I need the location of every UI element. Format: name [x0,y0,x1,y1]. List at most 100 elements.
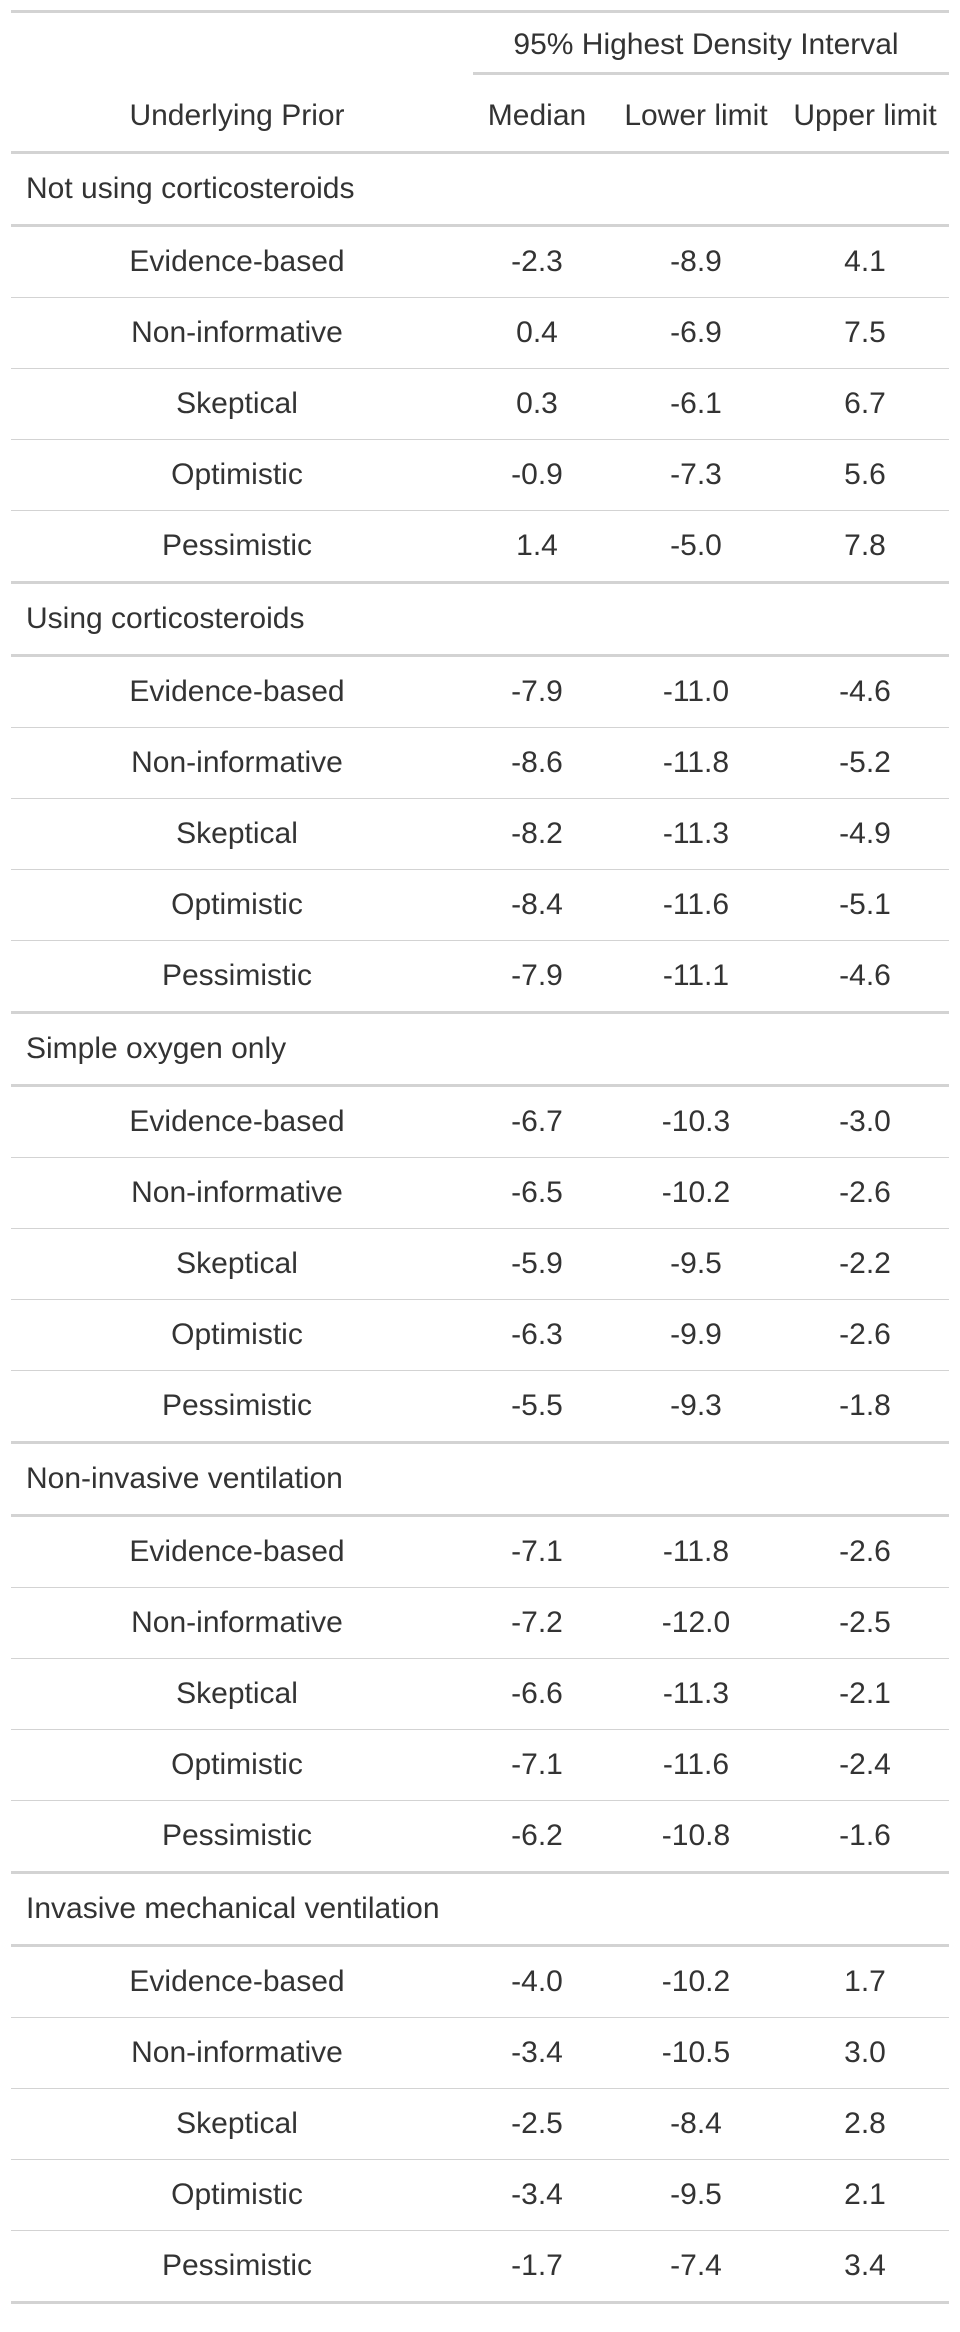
cell-median: -2.5 [463,2088,611,2160]
cell-prior: Non-informative [11,297,463,369]
cell-median: -3.4 [463,2159,611,2231]
cell-median: -4.0 [463,1945,611,2018]
cell-lower-limit: -10.3 [611,1085,781,1158]
cell-upper-limit: -1.8 [781,1370,950,1444]
cell-lower-limit: -10.5 [611,2017,781,2089]
cell-upper-limit: -4.6 [781,940,950,1014]
table-row: Evidence-based -4.0 -10.2 1.7 [11,1945,950,2018]
cell-median: -6.3 [463,1299,611,1371]
table-row: Pessimistic -6.2 -10.8 -1.6 [11,1800,950,1874]
hdi-spanner-label: 95% Highest Density Interval [513,28,899,61]
cell-upper-limit: 2.1 [781,2159,950,2231]
cell-prior: Optimistic [11,2159,463,2231]
cell-prior: Evidence-based [11,1085,463,1158]
cell-upper-limit: 6.7 [781,368,950,440]
cell-lower-limit: -11.8 [611,727,781,799]
cell-lower-limit: -10.2 [611,1945,781,2018]
cell-prior: Skeptical [11,1228,463,1300]
table-row: Pessimistic -5.5 -9.3 -1.8 [11,1370,950,1444]
table-row: Skeptical -6.6 -11.3 -2.1 [11,1658,950,1730]
cell-lower-limit: -10.8 [611,1800,781,1874]
cell-lower-limit: -11.0 [611,655,781,728]
cell-upper-limit: -2.1 [781,1658,950,1730]
cell-upper-limit: -2.5 [781,1587,950,1659]
table-row: Pessimistic -1.7 -7.4 3.4 [11,2230,950,2304]
cell-median: -8.4 [463,869,611,941]
group-row: Not using corticosteroids [11,152,950,227]
group-row: Invasive mechanical ventilation [11,1872,950,1947]
cell-prior: Pessimistic [11,940,463,1014]
spanner-empty-cell [11,10,463,75]
cell-prior: Evidence-based [11,225,463,298]
cell-upper-limit: 1.7 [781,1945,950,2018]
group-row: Using corticosteroids [11,582,950,657]
cell-prior: Optimistic [11,439,463,511]
table-row: Skeptical -8.2 -11.3 -4.9 [11,798,950,870]
cell-upper-limit: -2.2 [781,1228,950,1300]
cell-median: 0.3 [463,368,611,440]
cell-upper-limit: -2.4 [781,1729,950,1801]
cell-median: -7.2 [463,1587,611,1659]
column-labels-row: Underlying Prior Median Lower limit Uppe… [11,75,950,153]
table-row: Evidence-based -7.9 -11.0 -4.6 [11,655,950,728]
table-row: Evidence-based -7.1 -11.8 -2.6 [11,1515,950,1588]
table-body: Not using corticosteroids Evidence-based -… [11,152,950,2304]
cell-upper-limit: -1.6 [781,1800,950,1874]
table-row: Skeptical -2.5 -8.4 2.8 [11,2088,950,2160]
cell-upper-limit: -2.6 [781,1299,950,1371]
cell-upper-limit: -5.2 [781,727,950,799]
cell-upper-limit: -2.6 [781,1157,950,1229]
cell-upper-limit: 7.8 [781,510,950,584]
cell-lower-limit: -11.8 [611,1515,781,1588]
cell-lower-limit: -11.3 [611,798,781,870]
column-header-lower-limit: Lower limit [624,99,768,132]
cell-upper-limit: -4.6 [781,655,950,728]
hdi-spanner: 95% Highest Density Interval [463,10,950,75]
group-title: Simple oxygen only [11,1012,950,1087]
cell-median: -1.7 [463,2230,611,2304]
cell-prior: Non-informative [11,1157,463,1229]
cell-prior: Pessimistic [11,510,463,584]
group-title: Invasive mechanical ventilation [11,1872,950,1947]
results-table: 95% Highest Density Interval Underlying … [11,10,950,2304]
cell-lower-limit: -6.9 [611,297,781,369]
cell-lower-limit: -9.9 [611,1299,781,1371]
cell-median: -6.2 [463,1800,611,1874]
table-row: Optimistic -8.4 -11.6 -5.1 [11,869,950,941]
group-title: Not using corticosteroids [11,152,950,227]
cell-prior: Non-informative [11,1587,463,1659]
cell-lower-limit: -9.3 [611,1370,781,1444]
cell-prior: Optimistic [11,1729,463,1801]
cell-lower-limit: -7.3 [611,439,781,511]
cell-median: -8.2 [463,798,611,870]
cell-lower-limit: -11.6 [611,1729,781,1801]
column-header-median: Median [487,99,587,132]
cell-median: -7.9 [463,655,611,728]
cell-upper-limit: 4.1 [781,225,950,298]
column-header-prior: Underlying Prior [129,99,345,132]
cell-upper-limit: -2.6 [781,1515,950,1588]
cell-prior: Pessimistic [11,2230,463,2304]
cell-median: 1.4 [463,510,611,584]
cell-upper-limit: 5.6 [781,439,950,511]
cell-upper-limit: -4.9 [781,798,950,870]
table-row: Skeptical -5.9 -9.5 -2.2 [11,1228,950,1300]
cell-upper-limit: 3.0 [781,2017,950,2089]
cell-lower-limit: -9.5 [611,1228,781,1300]
cell-prior: Evidence-based [11,1515,463,1588]
cell-lower-limit: -11.3 [611,1658,781,1730]
cell-prior: Pessimistic [11,1800,463,1874]
cell-median: -3.4 [463,2017,611,2089]
cell-lower-limit: -6.1 [611,368,781,440]
group-row: Simple oxygen only [11,1012,950,1087]
cell-prior: Non-informative [11,727,463,799]
table-row: Optimistic -6.3 -9.9 -2.6 [11,1299,950,1371]
cell-upper-limit: -3.0 [781,1085,950,1158]
column-header-upper-limit: Upper limit [793,99,937,132]
cell-lower-limit: -11.1 [611,940,781,1014]
table-row: Optimistic -3.4 -9.5 2.1 [11,2159,950,2231]
cell-median: -5.5 [463,1370,611,1444]
table-row: Non-informative -3.4 -10.5 3.0 [11,2017,950,2089]
cell-median: -7.9 [463,940,611,1014]
cell-lower-limit: -8.9 [611,225,781,298]
